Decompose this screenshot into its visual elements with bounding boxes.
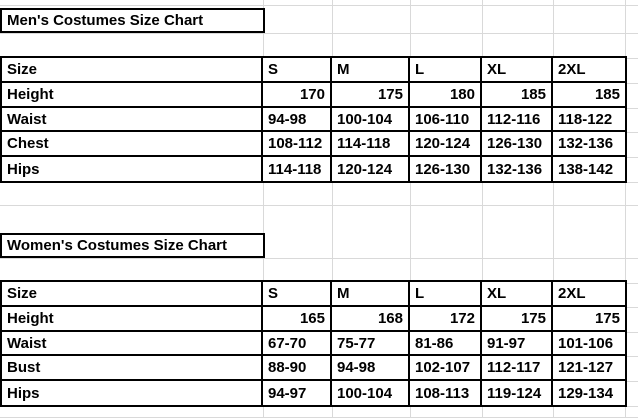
gridline-vertical — [263, 0, 264, 418]
value-cell[interactable]: 175 — [482, 307, 553, 332]
gridline-horizontal — [0, 205, 638, 206]
size-header-cell[interactable]: S — [263, 282, 332, 307]
gridline-horizontal — [0, 258, 638, 259]
value-cell[interactable]: 94-97 — [263, 381, 332, 405]
womens-size-table: Size S M L XL 2XL Height 165 168 172 175 175 Waist 67… — [0, 280, 627, 407]
value-cell[interactable]: 126-130 — [410, 157, 482, 181]
value-cell[interactable]: 112-117 — [482, 356, 553, 381]
value-cell[interactable]: 88-90 — [263, 356, 332, 381]
value-cell[interactable]: 165 — [263, 307, 332, 332]
value-cell[interactable]: 120-124 — [410, 132, 482, 157]
size-header-cell[interactable]: XL — [482, 58, 553, 83]
size-header-cell[interactable]: L — [410, 58, 482, 83]
womens-chart-title-cell[interactable]: Women's Costumes Size Chart — [0, 233, 265, 258]
value-cell[interactable]: 126-130 — [482, 132, 553, 157]
row-label-cell[interactable]: Hips — [2, 381, 263, 405]
value-cell[interactable]: 100-104 — [332, 108, 410, 132]
value-cell[interactable]: 132-136 — [553, 132, 625, 157]
value-cell[interactable]: 106-110 — [410, 108, 482, 132]
row-label-cell[interactable]: Height — [2, 307, 263, 332]
value-cell[interactable]: 129-134 — [553, 381, 625, 405]
value-cell[interactable]: 138-142 — [553, 157, 625, 181]
value-cell[interactable]: 114-118 — [263, 157, 332, 181]
value-cell[interactable]: 81-86 — [410, 332, 482, 356]
value-cell[interactable]: 108-113 — [410, 381, 482, 405]
value-cell[interactable]: 132-136 — [482, 157, 553, 181]
value-cell[interactable]: 108-112 — [263, 132, 332, 157]
value-cell[interactable]: 120-124 — [332, 157, 410, 181]
value-cell[interactable]: 175 — [553, 307, 625, 332]
value-cell[interactable]: 94-98 — [332, 356, 410, 381]
row-label-cell[interactable]: Chest — [2, 132, 263, 157]
size-header-cell[interactable]: 2XL — [553, 282, 625, 307]
size-header-cell[interactable]: S — [263, 58, 332, 83]
mens-chart-title-cell[interactable]: Men's Costumes Size Chart — [0, 8, 265, 33]
value-cell[interactable]: 185 — [553, 83, 625, 108]
value-cell[interactable]: 172 — [410, 307, 482, 332]
header-label-cell[interactable]: Size — [2, 282, 263, 307]
size-header-cell[interactable]: M — [332, 282, 410, 307]
value-cell[interactable]: 112-116 — [482, 108, 553, 132]
womens-chart-title: Women's Costumes Size Chart — [7, 237, 228, 254]
gridline-vertical — [482, 0, 483, 418]
value-cell[interactable]: 114-118 — [332, 132, 410, 157]
value-cell[interactable]: 118-122 — [553, 108, 625, 132]
gridline-horizontal — [0, 33, 638, 34]
gridline-vertical — [553, 0, 554, 418]
value-cell[interactable]: 168 — [332, 307, 410, 332]
value-cell[interactable]: 100-104 — [332, 381, 410, 405]
value-cell[interactable]: 185 — [482, 83, 553, 108]
size-header-cell[interactable]: XL — [482, 282, 553, 307]
gridline-vertical — [332, 0, 333, 418]
value-cell[interactable]: 121-127 — [553, 356, 625, 381]
mens-size-table: Size S M L XL 2XL Height 170 175 180 185 185 Waist 94… — [0, 56, 627, 183]
row-label-cell[interactable]: Waist — [2, 108, 263, 132]
value-cell[interactable]: 170 — [263, 83, 332, 108]
value-cell[interactable]: 175 — [332, 83, 410, 108]
value-cell[interactable]: 94-98 — [263, 108, 332, 132]
value-cell[interactable]: 119-124 — [482, 381, 553, 405]
row-label-cell[interactable]: Waist — [2, 332, 263, 356]
value-cell[interactable]: 67-70 — [263, 332, 332, 356]
row-label-cell[interactable]: Hips — [2, 157, 263, 181]
mens-chart-title: Men's Costumes Size Chart — [7, 12, 204, 29]
value-cell[interactable]: 75-77 — [332, 332, 410, 356]
value-cell[interactable]: 91-97 — [482, 332, 553, 356]
gridline-vertical — [625, 0, 626, 418]
value-cell[interactable]: 102-107 — [410, 356, 482, 381]
value-cell[interactable]: 180 — [410, 83, 482, 108]
row-label-cell[interactable]: Bust — [2, 356, 263, 381]
header-label-cell[interactable]: Size — [2, 58, 263, 83]
value-cell[interactable]: 101-106 — [553, 332, 625, 356]
gridline-horizontal — [0, 5, 638, 6]
size-header-cell[interactable]: 2XL — [553, 58, 625, 83]
size-header-cell[interactable]: M — [332, 58, 410, 83]
gridline-vertical — [410, 0, 411, 418]
row-label-cell[interactable]: Height — [2, 83, 263, 108]
size-header-cell[interactable]: L — [410, 282, 482, 307]
